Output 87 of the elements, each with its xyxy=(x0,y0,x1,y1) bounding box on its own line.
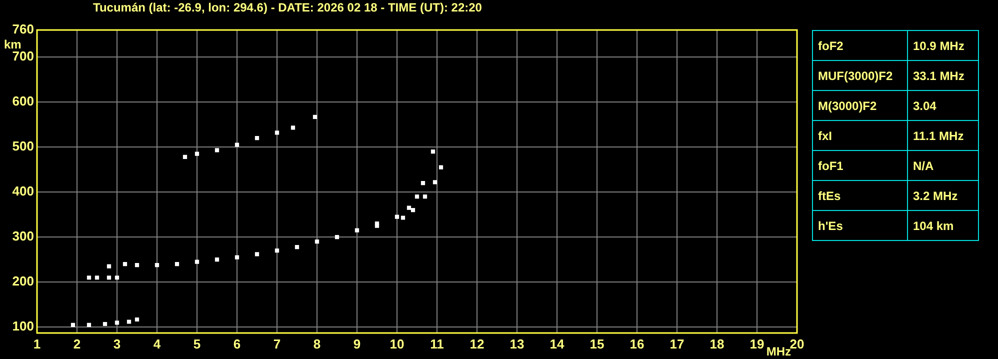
text: 10.9 MHz xyxy=(913,38,964,52)
x-tick-label: 17 xyxy=(670,336,684,352)
category-label: foF1 xyxy=(818,158,844,172)
point xyxy=(70,322,76,327)
point xyxy=(354,228,360,232)
text: 11.1 MHz xyxy=(913,128,964,142)
category-label: M(3000)F2 xyxy=(818,98,877,112)
point xyxy=(312,114,318,119)
point xyxy=(86,276,92,280)
x-tick-label: 18 xyxy=(710,336,724,352)
point xyxy=(106,276,112,280)
point xyxy=(114,320,120,325)
x-tick-label: 2 xyxy=(73,336,81,352)
x-tick-label: 13 xyxy=(510,336,524,352)
y-tick-label: 760 xyxy=(12,22,34,37)
category-label: MUF(3000)F2 xyxy=(818,68,893,82)
point xyxy=(438,165,444,170)
y-tick-label: 300 xyxy=(12,228,34,244)
point xyxy=(126,320,132,324)
point xyxy=(194,152,200,156)
point xyxy=(194,260,200,264)
x-tick-label: 19 xyxy=(750,336,764,352)
category-label: foF2 xyxy=(818,38,844,52)
text: N/A xyxy=(913,158,934,172)
point xyxy=(234,255,240,260)
point xyxy=(182,154,188,160)
x-tick-label: 15 xyxy=(590,336,604,352)
text: 33.1 MHz xyxy=(913,68,964,82)
point xyxy=(294,244,300,250)
x-tick-label: 3 xyxy=(113,336,121,352)
category-label: ftEs xyxy=(818,188,841,202)
point xyxy=(122,262,128,266)
y-tick-label: 600 xyxy=(12,94,34,109)
x-tick-label: 9 xyxy=(353,336,361,352)
y-tick-label: 500 xyxy=(12,138,34,154)
point xyxy=(254,252,260,256)
y-tick-label: 400 xyxy=(12,184,34,199)
y-axis-title: km xyxy=(4,37,22,52)
point xyxy=(432,180,438,184)
x-tick-label: 10 xyxy=(390,336,404,352)
y-tick-label: 200 xyxy=(12,274,34,289)
point xyxy=(394,214,400,219)
point xyxy=(274,130,280,135)
point xyxy=(134,317,140,322)
x-tick-label: 4 xyxy=(153,336,162,352)
point xyxy=(400,216,406,220)
point xyxy=(102,322,108,326)
x-tick-label: 7 xyxy=(273,336,281,352)
point xyxy=(290,126,296,130)
point xyxy=(430,150,436,154)
point xyxy=(420,181,426,186)
category-label: h'Es xyxy=(818,218,843,232)
point xyxy=(234,142,240,147)
point xyxy=(422,194,428,199)
x-tick-label: 16 xyxy=(630,336,644,352)
x-tick-label: 8 xyxy=(313,336,321,352)
chart-title: Tucumán (lat: -26.9, lon: 294.6) - DATE: 2026 02 18 - TIME (UT): 22:20 xyxy=(93,0,482,14)
point xyxy=(134,262,140,268)
text: 3.2 MHz xyxy=(913,188,958,202)
x-tick-label: 11 xyxy=(430,336,444,352)
point xyxy=(114,276,120,280)
point xyxy=(86,322,92,327)
x-tick-label: 5 xyxy=(193,336,201,352)
point xyxy=(406,206,412,210)
category-label: fxI xyxy=(818,128,832,142)
x-tick-label: 12 xyxy=(470,336,484,352)
x-tick-label: 14 xyxy=(550,336,565,352)
x-tick-label: 1 xyxy=(33,336,41,352)
point xyxy=(174,262,180,266)
text: 104 km xyxy=(913,218,954,232)
point xyxy=(214,258,220,262)
x-axis-title: MHz xyxy=(766,344,791,358)
x-tick-label: 6 xyxy=(233,336,241,352)
y-tick-label: 100 xyxy=(12,318,34,334)
point xyxy=(274,248,280,253)
point xyxy=(94,276,100,280)
point xyxy=(214,148,220,152)
point xyxy=(314,240,320,244)
point xyxy=(410,208,416,212)
text: 3.04 xyxy=(913,98,936,112)
x-tick-label: 20 xyxy=(790,336,804,352)
point xyxy=(154,262,160,268)
y-tick-label: 700 xyxy=(12,48,34,64)
point xyxy=(334,235,340,240)
point xyxy=(254,136,260,140)
point xyxy=(414,194,420,199)
point xyxy=(106,264,112,268)
